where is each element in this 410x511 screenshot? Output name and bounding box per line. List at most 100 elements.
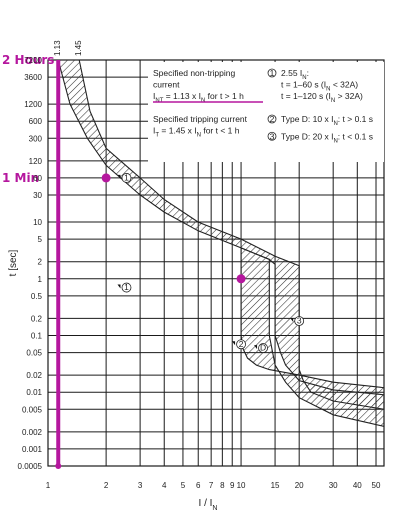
legend-right-line: t = 1–120 s (IN > 32A) xyxy=(281,91,363,104)
y-tick-label: 0.1 xyxy=(31,331,43,340)
legend-text: Type D: 10 x I xyxy=(281,114,333,124)
legend-right-line: Type D: 10 x IN: t > 0.1 s xyxy=(281,114,373,127)
callout-marker-c1a xyxy=(117,174,121,179)
x-tick-label: 30 xyxy=(329,481,338,490)
y-tick-label: 10 xyxy=(33,218,42,227)
callout-marker-cD xyxy=(254,345,258,350)
legend-text: Specified tripping current xyxy=(153,114,248,124)
legend-left-line: Specified tripping current xyxy=(153,114,248,124)
x-tick-label: 7 xyxy=(209,481,214,490)
x-tick-label: 50 xyxy=(372,481,381,490)
x-tick-label: 15 xyxy=(271,481,280,490)
y-tick-label: 0.01 xyxy=(26,388,42,397)
y-tick-label: 0.2 xyxy=(31,314,43,323)
magenta-label-1: 1 Min xyxy=(2,171,39,185)
callout-label-cD: D xyxy=(260,343,266,353)
data-marker-1 xyxy=(236,274,246,284)
y-tick-label: 1200 xyxy=(24,100,42,109)
y-tick-label: 600 xyxy=(29,117,43,126)
legend-num-circle xyxy=(267,68,277,78)
x-tick-label: 3 xyxy=(138,481,143,490)
x-tick-label: 1 xyxy=(46,481,51,490)
legend-text: > 32A) xyxy=(335,91,363,101)
y-tick-label: 0.002 xyxy=(22,428,43,437)
x-tick-label: 10 xyxy=(237,481,246,490)
y-tick-label: 30 xyxy=(33,191,42,200)
legend-sub: N xyxy=(302,75,306,81)
magenta-label-0: 2 Hours xyxy=(2,53,54,67)
y-axis-title: t [sec] xyxy=(8,249,19,276)
chart-marks: 1 1 2 3 D 2 Hours 1 Min xyxy=(2,53,305,469)
legend-left-line: current xyxy=(153,80,180,90)
legend-num: 2 xyxy=(270,114,275,124)
legend-num-circle xyxy=(267,131,277,141)
x-tick-label: 20 xyxy=(295,481,304,490)
callout-label-c3: 3 xyxy=(297,316,302,326)
callout-marker-c1b xyxy=(117,284,121,289)
y-tick-label: 1 xyxy=(38,275,43,284)
x-axis-title: I / IN xyxy=(199,498,218,511)
legend-sub: N xyxy=(331,98,335,104)
callout-circle-cD xyxy=(258,343,268,353)
legend-text: t = 1–60 s (I xyxy=(281,80,326,90)
legend-left-line: INT = 1.13 x IN for t > 1 h xyxy=(153,91,244,104)
axis-labels: 1 2 3 4 5 6 7 8 9 10 15 20 30 40 507200360012006003001… xyxy=(8,40,381,511)
x-tick-label: 9 xyxy=(230,481,235,490)
legend-text: = 1.45 x I xyxy=(159,126,197,136)
callout-marker-c2 xyxy=(232,341,236,346)
top-tick-label: 1.13 xyxy=(53,40,62,56)
legend-text: for t < 1 h xyxy=(201,126,240,136)
tripping-bands xyxy=(57,59,385,428)
legend-sub: NT xyxy=(155,98,163,104)
legend-right-line: t = 1–60 s (IN < 32A) xyxy=(281,80,358,93)
legend-right-line: 2.55 IN: xyxy=(281,68,309,81)
callout-label-c1b: 1 xyxy=(124,282,129,292)
legend-sub: T xyxy=(155,133,159,139)
y-tick-label: 300 xyxy=(29,134,43,143)
x-tick-label: 4 xyxy=(162,481,167,490)
legend-text: Specified non-tripping xyxy=(153,68,235,78)
y-tick-label: 0.5 xyxy=(31,292,43,301)
legend-text: I xyxy=(153,91,155,101)
y-tick-label: 0.05 xyxy=(26,349,42,358)
legend-text: = 1.13 x I xyxy=(163,91,201,101)
y-tick-label: 0.005 xyxy=(22,405,43,414)
y-tick-label: 0.0005 xyxy=(18,462,43,471)
callout-circle-c3 xyxy=(294,316,305,326)
x-tick-label: 40 xyxy=(353,481,362,490)
legend-text: I xyxy=(153,126,155,136)
data-marker-0 xyxy=(101,173,111,183)
legend-left-line: Specified non-tripping xyxy=(153,68,235,78)
legend-text: current xyxy=(153,80,180,90)
reference-line-end xyxy=(55,463,62,469)
x-tick-label: 6 xyxy=(196,481,201,490)
y-tick-label: 60 xyxy=(33,174,42,183)
legend-panel xyxy=(148,62,384,162)
callout-marker-c3 xyxy=(290,318,294,323)
legend-text: : t > 0.1 s xyxy=(338,114,373,124)
legend-num: 1 xyxy=(270,68,275,78)
y-tick-label: 2 xyxy=(38,258,43,267)
legend-text: for t > 1 h xyxy=(205,91,244,101)
x-tick-label: 5 xyxy=(181,481,186,490)
y-tick-label: 7200 xyxy=(24,56,42,65)
y-tick-label: 0.001 xyxy=(22,445,43,454)
callout-circle-c1a xyxy=(121,173,132,183)
x-tick-label: 2 xyxy=(104,481,109,490)
callout-circle-c2 xyxy=(236,339,246,350)
y-tick-label: 5 xyxy=(38,235,43,244)
y-tick-label: 3600 xyxy=(24,73,42,82)
legend-sub: N xyxy=(333,121,337,127)
legend-text: : t < 0.1 s xyxy=(338,131,373,141)
callout-label-c1a: 1 xyxy=(124,172,129,182)
y-tick-label: 0.02 xyxy=(26,371,42,380)
x-axis-title-sub: N xyxy=(212,505,217,511)
callout-label-c2: 2 xyxy=(239,339,244,349)
tripping-band-1 xyxy=(240,247,385,428)
legend-text: Type D: 20 x I xyxy=(281,131,333,141)
legend-sub: N xyxy=(333,138,337,144)
top-tick-label: 1.45 xyxy=(74,40,83,56)
legend-text: t = 1–120 s (I xyxy=(281,91,331,101)
